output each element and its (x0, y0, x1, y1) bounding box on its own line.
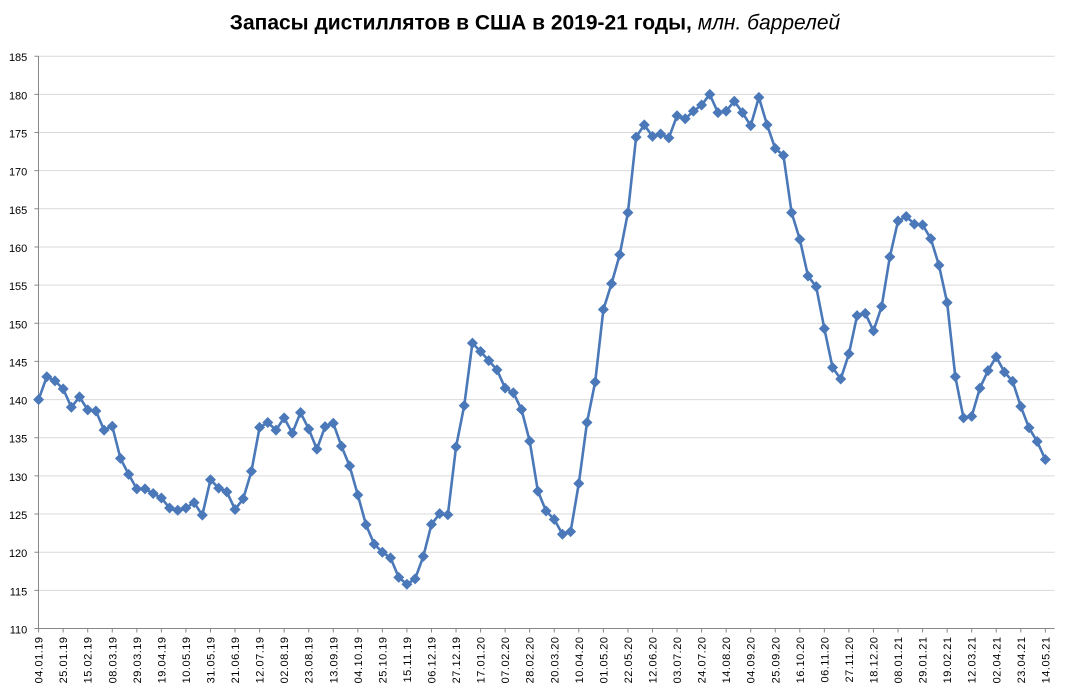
svg-text:140: 140 (9, 396, 27, 408)
svg-text:31.05.19: 31.05.19 (205, 637, 217, 684)
svg-text:175: 175 (9, 129, 27, 141)
svg-text:23.08.19: 23.08.19 (304, 637, 316, 684)
svg-text:25.09.20: 25.09.20 (770, 637, 782, 684)
svg-text:130: 130 (9, 472, 27, 484)
svg-text:02.08.19: 02.08.19 (279, 637, 291, 684)
svg-text:14.08.20: 14.08.20 (721, 637, 733, 684)
svg-text:165: 165 (9, 205, 27, 217)
svg-text:110: 110 (10, 625, 28, 637)
svg-text:170: 170 (9, 167, 27, 179)
svg-text:22.05.20: 22.05.20 (623, 637, 635, 684)
svg-text:02.04.21: 02.04.21 (991, 637, 1003, 684)
svg-text:23.04.21: 23.04.21 (1016, 637, 1028, 684)
svg-text:15.11.19: 15.11.19 (402, 637, 414, 683)
svg-text:04.09.20: 04.09.20 (746, 637, 758, 684)
svg-text:29.01.21: 29.01.21 (918, 637, 930, 684)
svg-text:10.04.20: 10.04.20 (574, 637, 586, 684)
svg-text:25.01.19: 25.01.19 (58, 637, 70, 684)
svg-text:08.01.21: 08.01.21 (893, 637, 905, 684)
svg-text:185: 185 (9, 52, 27, 64)
svg-text:08.03.19: 08.03.19 (107, 637, 119, 684)
svg-text:04.01.19: 04.01.19 (34, 637, 46, 684)
svg-text:20.03.20: 20.03.20 (549, 637, 561, 684)
svg-text:03.07.20: 03.07.20 (672, 637, 684, 684)
svg-text:04.10.19: 04.10.19 (353, 637, 365, 684)
svg-text:180: 180 (9, 90, 27, 102)
svg-text:135: 135 (9, 434, 27, 446)
svg-text:150: 150 (9, 319, 27, 331)
svg-text:15.02.19: 15.02.19 (83, 637, 95, 684)
svg-text:12.03.21: 12.03.21 (967, 637, 979, 684)
svg-text:155: 155 (9, 281, 27, 293)
svg-text:21.06.19: 21.06.19 (230, 637, 242, 684)
svg-text:13.09.19: 13.09.19 (328, 637, 340, 684)
svg-text:27.12.19: 27.12.19 (451, 637, 463, 684)
svg-text:07.02.20: 07.02.20 (500, 637, 512, 684)
svg-text:25.10.19: 25.10.19 (377, 637, 389, 684)
svg-text:27.11.20: 27.11.20 (844, 637, 856, 683)
svg-text:125: 125 (9, 510, 27, 522)
svg-text:06.11.20: 06.11.20 (819, 637, 831, 683)
svg-text:18.12.20: 18.12.20 (868, 637, 880, 684)
svg-text:145: 145 (9, 357, 27, 369)
svg-text:Запасы дистиллятов в США в 201: Запасы дистиллятов в США в 2019-21 годы,… (230, 12, 841, 35)
svg-text:06.12.19: 06.12.19 (426, 637, 438, 684)
svg-text:16.10.20: 16.10.20 (795, 637, 807, 684)
svg-text:01.05.20: 01.05.20 (598, 637, 610, 684)
svg-text:28.02.20: 28.02.20 (525, 637, 537, 684)
svg-text:12.06.20: 12.06.20 (647, 637, 659, 684)
svg-text:19.02.21: 19.02.21 (942, 637, 954, 684)
svg-text:19.04.19: 19.04.19 (156, 637, 168, 684)
svg-text:10.05.19: 10.05.19 (181, 637, 193, 684)
svg-text:115: 115 (10, 586, 28, 598)
svg-text:120: 120 (9, 548, 27, 560)
svg-text:160: 160 (9, 243, 27, 255)
svg-text:24.07.20: 24.07.20 (697, 637, 709, 684)
svg-text:17.01.20: 17.01.20 (476, 637, 488, 684)
svg-text:14.05.21: 14.05.21 (1040, 637, 1052, 684)
svg-text:12.07.19: 12.07.19 (255, 637, 267, 684)
svg-text:29.03.19: 29.03.19 (132, 637, 144, 684)
